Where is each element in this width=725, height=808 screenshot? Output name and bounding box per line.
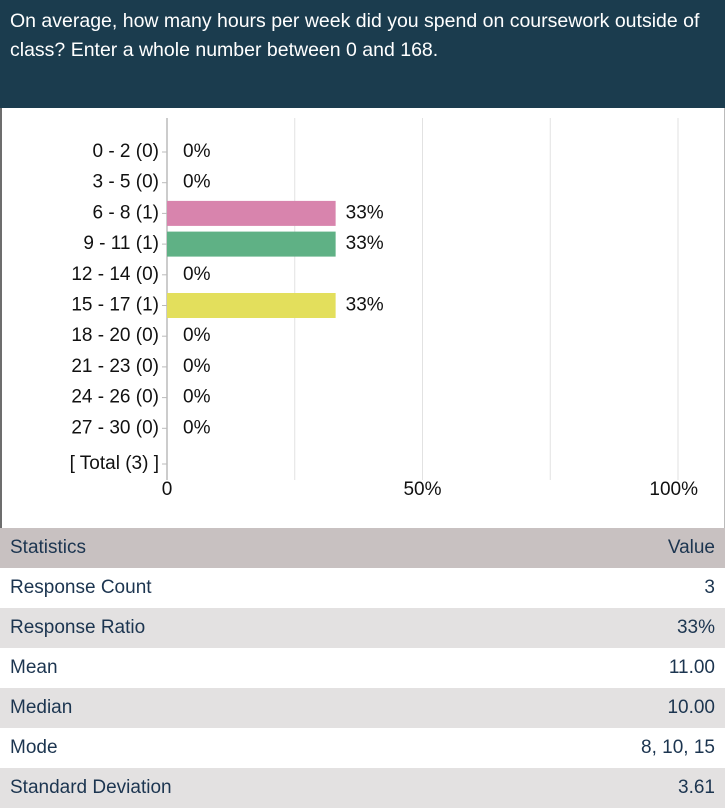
label-cell: Response Ratio: [0, 608, 478, 648]
value-label: 0%: [183, 356, 211, 377]
label-cell: Mean: [10, 657, 58, 678]
value-label: 33%: [346, 202, 384, 223]
bar: [167, 200, 336, 226]
value-label: 33%: [346, 295, 384, 316]
value-cell: 3: [704, 577, 715, 598]
table-row: Response Ratio 33%: [0, 608, 725, 648]
y-tick-label: 18 - 20 (0): [71, 325, 159, 346]
x-tick-label: 100%: [649, 479, 698, 500]
label-cell: Statistics: [0, 528, 478, 568]
value-cell: 3.61: [477, 768, 725, 808]
x-tick-label: 0: [162, 479, 173, 500]
table-row: Response Count 3: [0, 568, 725, 608]
x-tick-label: 50%: [403, 479, 441, 500]
y-tick-label: 12 - 14 (0): [71, 264, 159, 285]
label-cell: Standard Deviation: [0, 768, 478, 808]
label-cell: Median: [0, 688, 478, 728]
statistics-table: Statistics Value Response Count 3 Response R…: [0, 528, 725, 808]
y-tick-label: 27 - 30 (0): [71, 417, 159, 438]
y-tick-label: 15 - 17 (1): [71, 295, 159, 316]
y-tick-label: 21 - 23 (0): [71, 356, 159, 377]
y-tick-label: 3 - 5 (0): [92, 172, 159, 193]
value-label: 33%: [346, 233, 384, 254]
value-label: 0%: [183, 417, 211, 438]
value-label: 0%: [183, 325, 211, 346]
table-row: Standard Deviation 3.61: [0, 768, 725, 808]
value-label: 0%: [183, 387, 211, 408]
value-cell: Value: [477, 528, 725, 568]
value-cell: 10.00: [477, 688, 725, 728]
question-title: On average, how many hours per week did …: [0, 0, 725, 108]
value-cell: 8, 10, 15: [641, 737, 715, 758]
table-row: Median 10.00: [0, 688, 725, 728]
label-cell: Response Count: [10, 577, 152, 598]
y-tick-label: 0 - 2 (0): [92, 141, 159, 162]
y-tick-label: 24 - 26 (0): [71, 387, 159, 408]
y-tick-label: [ Total (3) ]: [70, 453, 159, 474]
y-tick-label: 6 - 8 (1): [92, 202, 159, 223]
value-label: 0%: [183, 172, 211, 193]
value-cell: 11.00: [668, 657, 715, 678]
chart-area: 0 50% 100% 0 - 2 (0) 0% 3 - 5 (0) 0% 6 - 8 (1) 3…: [0, 108, 725, 528]
value-cell: 33%: [477, 608, 725, 648]
table-row: Mode 8, 10, 15: [0, 728, 725, 768]
value-label: 0%: [183, 264, 211, 285]
y-tick-label: 9 - 11 (1): [83, 233, 159, 254]
table-row: Mean 11.00: [0, 648, 725, 688]
bar: [167, 231, 336, 257]
label-cell: Mode: [10, 737, 58, 758]
value-label: 0%: [183, 141, 211, 162]
chart: 0 50% 100% 0 - 2 (0) 0% 3 - 5 (0) 0% 6 - 8 (1) 3…: [70, 118, 698, 500]
bar: [167, 293, 336, 318]
table-row: Statistics Value: [0, 528, 725, 568]
